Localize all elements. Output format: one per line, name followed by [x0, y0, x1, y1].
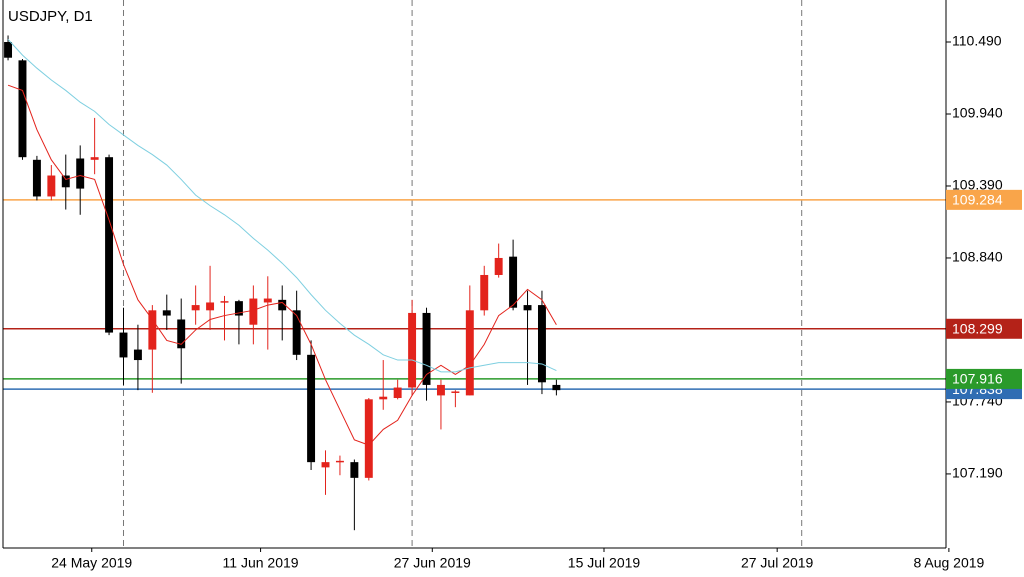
level-label: 108.299 [952, 320, 1003, 336]
y-tick-label: 110.490 [952, 33, 1002, 49]
level-label: 107.916 [952, 371, 1003, 387]
candle-body [537, 305, 546, 383]
candle-body [61, 175, 70, 188]
candle-body [350, 462, 359, 478]
candle-body [408, 312, 417, 388]
candle-body [76, 158, 85, 189]
x-tick-label: 8 Aug 2019 [913, 555, 984, 571]
candle-body [480, 274, 489, 311]
level-label-box [946, 368, 1022, 389]
y-tick-label: 108.840 [952, 249, 1003, 265]
level-label-box [946, 189, 1022, 210]
candle-body [422, 312, 431, 385]
candle-body [32, 159, 41, 197]
candle-body [234, 301, 243, 316]
candle-body [278, 299, 287, 311]
level-label-box [946, 318, 1022, 339]
candle-body [494, 257, 503, 275]
candle-body [105, 157, 114, 333]
candle-body [206, 302, 215, 311]
candle-body [249, 298, 258, 325]
candle-body [220, 301, 229, 303]
candle-body [191, 305, 200, 311]
plot-area [3, 0, 946, 548]
candle-body [263, 298, 272, 303]
candle-body [335, 460, 344, 463]
candle-body [379, 396, 388, 400]
candle-body [523, 305, 532, 311]
x-tick-label: 11 Jun 2019 [223, 555, 299, 571]
x-tick-label: 24 May 2019 [51, 555, 132, 571]
candle-body [307, 354, 316, 463]
candle-body [292, 310, 301, 355]
candle-body [148, 310, 157, 350]
candle-body [90, 157, 99, 160]
candle-body [509, 256, 518, 308]
candle-body [552, 384, 561, 391]
candle-body [162, 310, 171, 316]
candle-body [436, 384, 445, 396]
ma-line [7, 84, 557, 446]
ma-line [7, 39, 557, 373]
candle-body [321, 462, 330, 468]
candle-body [133, 349, 142, 361]
candle-body [177, 319, 186, 349]
candle-body [4, 42, 13, 58]
candle-body [465, 310, 474, 396]
x-tick-label: 27 Jun 2019 [394, 555, 471, 571]
y-tick-label: 107.190 [952, 465, 1003, 481]
candle-body [451, 391, 460, 393]
x-tick-label: 15 Jul 2019 [568, 555, 641, 571]
candle-body [364, 399, 373, 478]
chart-title: USDJPY, D1 [8, 8, 93, 25]
candle-body [18, 60, 27, 158]
y-tick-label: 109.390 [952, 177, 1003, 193]
x-tick-label: 27 Jul 2019 [741, 555, 814, 571]
candle-body [47, 175, 56, 197]
y-tick-label: 109.940 [952, 105, 1003, 121]
level-label: 109.284 [952, 192, 1003, 208]
candle-body [119, 332, 128, 358]
candle-body [393, 387, 402, 399]
